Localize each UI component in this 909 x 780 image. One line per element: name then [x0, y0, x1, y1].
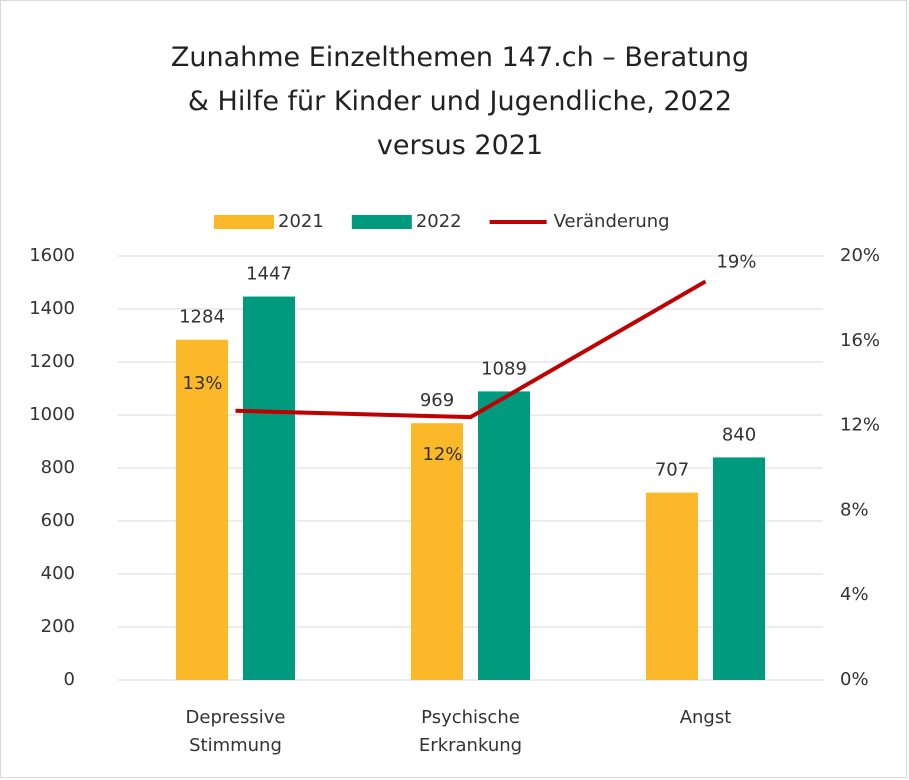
chart-title: Zunahme Einzelthemen 147.ch – Beratung &… [170, 42, 750, 161]
y-tick-label: 800 [41, 457, 75, 478]
y-tick-label: 1400 [29, 298, 75, 319]
y-tick-label: 600 [41, 510, 75, 531]
bar [646, 492, 698, 680]
y-tick-label: 0 [64, 669, 75, 690]
x-tick-label: Psychische Erkrankung [418, 707, 523, 756]
y-tick-label: 1000 [29, 404, 75, 425]
legend-swatch [351, 215, 412, 229]
y2-tick-label: 12% [840, 415, 880, 436]
bar-value-label: 707 [655, 460, 689, 481]
bar [243, 296, 295, 680]
bar [713, 457, 765, 680]
line-series [235, 279, 707, 420]
y2-tick-label: 20% [840, 245, 880, 266]
y2-tick-label: 4% [840, 584, 869, 605]
line-value-label: 12% [422, 444, 462, 465]
y-tick-label: 1600 [29, 245, 75, 266]
y-tick-label: 400 [41, 563, 75, 584]
y-tick-label: 1200 [29, 351, 75, 372]
y-tick-label: 200 [41, 616, 75, 637]
legend-label: Veränderung [554, 211, 670, 232]
legend-label: 2021 [278, 211, 324, 232]
line-value-label: 13% [182, 373, 222, 394]
bar [478, 391, 530, 680]
bar-value-label: 1284 [179, 307, 225, 328]
y2-tick-label: 0% [840, 669, 869, 690]
x-tick-label: Depressive Stimmung [185, 707, 286, 756]
bar-value-label: 1447 [246, 264, 292, 285]
bar-value-label: 969 [420, 390, 454, 411]
x-tick-label: Angst [679, 707, 732, 728]
bar-value-label: 1089 [481, 358, 527, 379]
bar [176, 339, 228, 680]
y2-tick-label: 8% [840, 499, 869, 520]
legend-label: 2022 [416, 211, 462, 232]
y2-tick-label: 16% [840, 330, 880, 351]
line-value-label: 19% [716, 251, 756, 272]
bar [411, 423, 463, 680]
bar-value-label: 840 [722, 424, 756, 445]
legend-swatch [214, 215, 274, 229]
